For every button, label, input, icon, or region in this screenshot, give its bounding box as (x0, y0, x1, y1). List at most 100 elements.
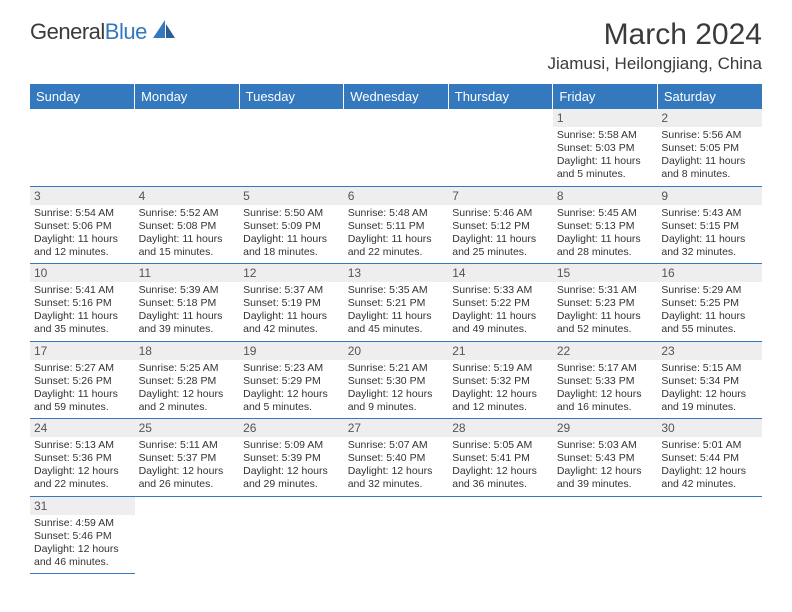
weekday-header: Tuesday (239, 84, 344, 109)
day-info: Sunrise: 5:23 AMSunset: 5:29 PMDaylight:… (243, 362, 340, 415)
calendar-day: 26Sunrise: 5:09 AMSunset: 5:39 PMDayligh… (239, 419, 344, 497)
sunrise-text: Sunrise: 5:45 AM (557, 207, 654, 220)
calendar-day: 13 Sunrise: 5:35 AMSunset: 5:21 PMDayligh… (344, 264, 449, 342)
day-info: Sunrise: 5:58 AMSunset: 5:03 PMDaylight:… (557, 129, 654, 182)
daylight-text: Daylight: 11 hours and 18 minutes. (243, 233, 340, 259)
daylight-text: Daylight: 12 hours and 22 minutes. (34, 465, 131, 491)
calendar-empty (239, 109, 344, 186)
sunset-text: Sunset: 5:30 PM (348, 375, 445, 388)
calendar-day: 5Sunrise: 5:50 AMSunset: 5:09 PMDaylight… (239, 186, 344, 264)
daylight-text: Daylight: 12 hours and 32 minutes. (348, 465, 445, 491)
calendar-empty (239, 496, 344, 574)
calendar-day: 1Sunrise: 5:58 AMSunset: 5:03 PMDaylight… (553, 109, 658, 186)
sunset-text: Sunset: 5:33 PM (557, 375, 654, 388)
calendar-day: 24Sunrise: 5:13 AMSunset: 5:36 PMDayligh… (30, 419, 135, 497)
sunset-text: Sunset: 5:11 PM (348, 220, 445, 233)
day-number: 6 (344, 187, 449, 205)
sunrise-text: Sunrise: 5:17 AM (557, 362, 654, 375)
calendar-day: 20Sunrise: 5:21 AMSunset: 5:30 PMDayligh… (344, 341, 449, 419)
sunset-text: Sunset: 5:37 PM (139, 452, 236, 465)
sunset-text: Sunset: 5:05 PM (661, 142, 758, 155)
sunrise-text: Sunrise: 5:35 AM (348, 284, 445, 297)
calendar-day: 19Sunrise: 5:23 AMSunset: 5:29 PMDayligh… (239, 341, 344, 419)
sunset-text: Sunset: 5:26 PM (34, 375, 131, 388)
day-number: 28 (448, 419, 553, 437)
daylight-text: Daylight: 12 hours and 42 minutes. (661, 465, 758, 491)
brand-part2: Blue (105, 19, 147, 44)
calendar-empty (135, 109, 240, 186)
day-number: 30 (657, 419, 762, 437)
daylight-text: Daylight: 12 hours and 39 minutes. (557, 465, 654, 491)
day-info: Sunrise: 5:27 AMSunset: 5:26 PMDaylight:… (34, 362, 131, 415)
calendar-day: 4Sunrise: 5:52 AMSunset: 5:08 PMDaylight… (135, 186, 240, 264)
day-info: Sunrise: 4:59 AMSunset: 5:46 PMDaylight:… (34, 517, 131, 570)
day-info: Sunrise: 5:17 AMSunset: 5:33 PMDaylight:… (557, 362, 654, 415)
weekday-header: Wednesday (344, 84, 449, 109)
daylight-text: Daylight: 11 hours and 45 minutes. (348, 310, 445, 336)
sunset-text: Sunset: 5:03 PM (557, 142, 654, 155)
calendar-day: 7Sunrise: 5:46 AMSunset: 5:12 PMDaylight… (448, 186, 553, 264)
daylight-text: Daylight: 11 hours and 25 minutes. (452, 233, 549, 259)
sunrise-text: Sunrise: 5:11 AM (139, 439, 236, 452)
day-number: 4 (135, 187, 240, 205)
calendar-day: 9Sunrise: 5:43 AMSunset: 5:15 PMDaylight… (657, 186, 762, 264)
day-info: Sunrise: 5:07 AMSunset: 5:40 PMDaylight:… (348, 439, 445, 492)
sunrise-text: Sunrise: 5:50 AM (243, 207, 340, 220)
day-number: 3 (30, 187, 135, 205)
sunset-text: Sunset: 5:44 PM (661, 452, 758, 465)
calendar-day: 3Sunrise: 5:54 AMSunset: 5:06 PMDaylight… (30, 186, 135, 264)
calendar-day: 14Sunrise: 5:33 AMSunset: 5:22 PMDayligh… (448, 264, 553, 342)
brand-part1: General (30, 19, 105, 44)
location-text: Jiamusi, Heilongjiang, China (547, 54, 762, 74)
calendar-empty (135, 496, 240, 574)
sunset-text: Sunset: 5:21 PM (348, 297, 445, 310)
calendar-empty (553, 496, 658, 574)
daylight-text: Daylight: 12 hours and 36 minutes. (452, 465, 549, 491)
weekday-header: Friday (553, 84, 658, 109)
day-number: 13 (344, 264, 449, 282)
sunset-text: Sunset: 5:25 PM (661, 297, 758, 310)
sunset-text: Sunset: 5:15 PM (661, 220, 758, 233)
daylight-text: Daylight: 11 hours and 15 minutes. (139, 233, 236, 259)
calendar-day: 15Sunrise: 5:31 AMSunset: 5:23 PMDayligh… (553, 264, 658, 342)
day-number: 2 (657, 109, 762, 127)
calendar-day: 21Sunrise: 5:19 AMSunset: 5:32 PMDayligh… (448, 341, 553, 419)
sunrise-text: Sunrise: 5:31 AM (557, 284, 654, 297)
day-info: Sunrise: 5:29 AMSunset: 5:25 PMDaylight:… (661, 284, 758, 337)
day-number: 11 (135, 264, 240, 282)
sunrise-text: Sunrise: 4:59 AM (34, 517, 131, 530)
title-block: March 2024 Jiamusi, Heilongjiang, China (547, 18, 762, 74)
sunrise-text: Sunrise: 5:21 AM (348, 362, 445, 375)
sunrise-text: Sunrise: 5:41 AM (34, 284, 131, 297)
sunset-text: Sunset: 5:40 PM (348, 452, 445, 465)
calendar-day: 2Sunrise: 5:56 AMSunset: 5:05 PMDaylight… (657, 109, 762, 186)
daylight-text: Daylight: 11 hours and 28 minutes. (557, 233, 654, 259)
sunrise-text: Sunrise: 5:56 AM (661, 129, 758, 142)
sunset-text: Sunset: 5:13 PM (557, 220, 654, 233)
weekday-header: Sunday (30, 84, 135, 109)
sunset-text: Sunset: 5:32 PM (452, 375, 549, 388)
day-number: 12 (239, 264, 344, 282)
daylight-text: Daylight: 12 hours and 46 minutes. (34, 543, 131, 569)
daylight-text: Daylight: 11 hours and 12 minutes. (34, 233, 131, 259)
day-info: Sunrise: 5:45 AMSunset: 5:13 PMDaylight:… (557, 207, 654, 260)
daylight-text: Daylight: 12 hours and 29 minutes. (243, 465, 340, 491)
day-info: Sunrise: 5:05 AMSunset: 5:41 PMDaylight:… (452, 439, 549, 492)
calendar-day: 18Sunrise: 5:25 AMSunset: 5:28 PMDayligh… (135, 341, 240, 419)
calendar-day: 11Sunrise: 5:39 AMSunset: 5:18 PMDayligh… (135, 264, 240, 342)
sunrise-text: Sunrise: 5:19 AM (452, 362, 549, 375)
brand-logo: GeneralBlue (30, 18, 177, 45)
sunset-text: Sunset: 5:36 PM (34, 452, 131, 465)
day-info: Sunrise: 5:01 AMSunset: 5:44 PMDaylight:… (661, 439, 758, 492)
day-number: 18 (135, 342, 240, 360)
day-info: Sunrise: 5:21 AMSunset: 5:30 PMDaylight:… (348, 362, 445, 415)
sunset-text: Sunset: 5:06 PM (34, 220, 131, 233)
daylight-text: Daylight: 11 hours and 42 minutes. (243, 310, 340, 336)
daylight-text: Daylight: 12 hours and 16 minutes. (557, 388, 654, 414)
day-number: 24 (30, 419, 135, 437)
calendar-empty (344, 109, 449, 186)
weekday-header: Monday (135, 84, 240, 109)
calendar-week: 1Sunrise: 5:58 AMSunset: 5:03 PMDaylight… (30, 109, 762, 186)
daylight-text: Daylight: 11 hours and 35 minutes. (34, 310, 131, 336)
calendar-empty (657, 496, 762, 574)
